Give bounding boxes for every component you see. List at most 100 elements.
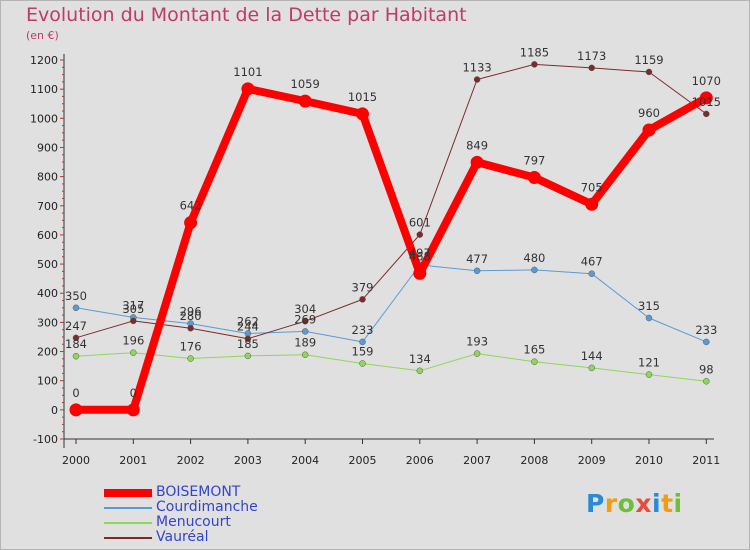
data-label-courdimanche: 296	[180, 305, 202, 319]
data-label-courdimanche: 315	[638, 299, 660, 313]
data-label-vauréal: 1015	[692, 95, 721, 109]
data-label-boisemont: 1101	[233, 65, 262, 79]
data-point-courdimanche	[531, 266, 538, 274]
data-point-vauréal	[531, 61, 538, 68]
data-label-menucourt: 165	[523, 343, 545, 357]
logo-letter: o	[617, 489, 636, 518]
data-label-menucourt: 121	[638, 356, 660, 370]
data-label-boisemont: 1059	[291, 77, 320, 91]
data-label-menucourt: 189	[294, 336, 316, 350]
data-point-boisemont	[69, 403, 83, 417]
data-label-courdimanche: 350	[65, 289, 87, 303]
y-tick-label: 600	[37, 229, 58, 242]
data-point-courdimanche	[72, 304, 80, 312]
data-point-menucourt	[588, 364, 595, 372]
logo-letter: i	[673, 489, 683, 518]
logo-letter: t	[661, 489, 674, 518]
x-tick-label: 2008	[520, 454, 548, 467]
data-point-boisemont	[298, 94, 312, 108]
data-point-boisemont	[241, 82, 255, 96]
data-point-menucourt	[531, 358, 538, 365]
legend-label: BOISEMONT	[156, 484, 241, 500]
data-label-vauréal: 247	[65, 319, 87, 333]
data-label-boisemont: 642	[180, 199, 202, 213]
legend-swatch	[104, 489, 152, 497]
data-label-boisemont: 849	[466, 138, 488, 152]
series-line-menucourt	[75, 352, 707, 382]
x-tick-label: 2003	[234, 454, 262, 467]
y-tick-label: 1200	[30, 54, 58, 67]
y-tick-label: 800	[37, 171, 58, 184]
data-point-courdimanche	[645, 314, 653, 322]
data-label-boisemont: 960	[638, 106, 660, 120]
data-point-vauréal	[359, 296, 366, 303]
data-point-vauréal	[130, 317, 137, 325]
y-tick-label: 700	[37, 200, 58, 213]
data-label-vauréal: 1173	[577, 49, 606, 63]
y-tick-label: 300	[37, 316, 58, 329]
data-point-boisemont	[413, 266, 427, 280]
data-point-vauréal	[416, 231, 424, 238]
chart-unit: (en €)	[26, 29, 59, 42]
data-label-vauréal: 1185	[520, 45, 549, 59]
data-point-courdimanche	[588, 270, 595, 277]
data-point-courdimanche	[301, 328, 309, 335]
data-label-courdimanche: 233	[695, 323, 717, 337]
logo-letter: x	[635, 489, 652, 518]
x-tick-label: 2000	[62, 454, 90, 467]
data-point-menucourt	[244, 352, 252, 360]
x-tick-label: 2004	[291, 454, 319, 467]
data-label-boisemont: 705	[581, 180, 603, 194]
data-point-menucourt	[359, 360, 366, 367]
y-tick-label: 1000	[30, 112, 58, 125]
y-tick-label: 100	[37, 375, 58, 388]
data-point-boisemont	[527, 170, 541, 184]
x-tick-label: 2007	[463, 454, 491, 467]
logo-letter: P	[586, 489, 605, 518]
data-point-courdimanche	[473, 267, 481, 275]
legend-swatch	[104, 537, 152, 539]
data-point-menucourt	[72, 352, 80, 360]
data-label-vauréal: 1159	[634, 53, 663, 67]
x-tick-label: 2005	[349, 454, 377, 467]
data-label-vauréal: 280	[180, 309, 202, 323]
data-label-menucourt: 98	[699, 362, 714, 376]
data-point-courdimanche	[703, 338, 710, 346]
data-point-vauréal	[473, 76, 481, 83]
data-label-menucourt: 184	[65, 337, 87, 351]
data-point-vauréal	[72, 334, 80, 342]
data-point-menucourt	[416, 367, 424, 375]
y-tick-label: 400	[37, 287, 58, 300]
logo-letter: r	[604, 489, 618, 518]
data-point-vauréal	[244, 335, 252, 342]
data-label-courdimanche: 467	[581, 255, 603, 269]
series-line-boisemont	[72, 84, 711, 414]
y-tick-label: 200	[37, 346, 58, 359]
y-tick-label: 1100	[30, 83, 58, 96]
data-label-menucourt: 185	[237, 337, 259, 351]
data-point-boisemont	[642, 123, 656, 137]
y-tick-label: 0	[51, 404, 58, 417]
data-point-menucourt	[187, 355, 194, 362]
data-label-courdimanche: 233	[352, 323, 374, 337]
proxiti-logo: Proxiti	[586, 489, 683, 518]
x-tick-label: 2001	[119, 454, 147, 467]
data-point-menucourt	[645, 371, 653, 378]
data-label-menucourt: 134	[409, 352, 431, 366]
logo-letter: i	[652, 489, 662, 518]
x-tick-label: 2011	[692, 454, 720, 467]
data-label-boisemont: 0	[72, 386, 79, 400]
series-line-vauréal	[75, 63, 707, 340]
data-point-menucourt	[301, 351, 309, 358]
legend-swatch	[104, 507, 152, 509]
x-tick-label: 2010	[635, 454, 663, 467]
data-label-vauréal: 305	[122, 302, 144, 316]
data-label-menucourt: 159	[352, 344, 374, 358]
legend-swatch	[104, 522, 152, 524]
legend-label: Vauréal	[156, 529, 209, 545]
data-label-courdimanche: 317	[122, 298, 144, 312]
y-tick-label: 500	[37, 258, 58, 271]
data-label-boisemont: 468	[409, 249, 431, 263]
y-tick-label: 900	[37, 141, 58, 154]
